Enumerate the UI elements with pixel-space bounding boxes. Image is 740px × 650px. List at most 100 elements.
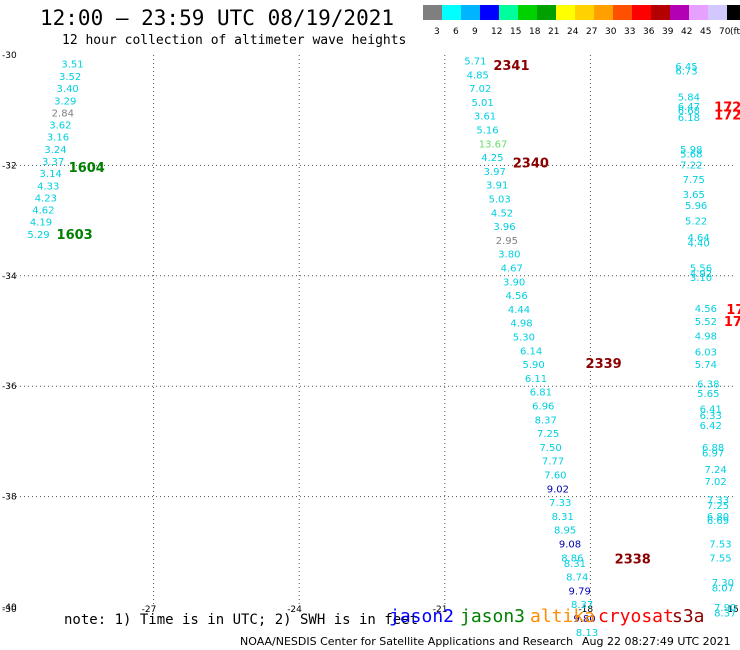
- swh-value-label: 7.22: [680, 160, 702, 171]
- swh-value-label: 8.37: [571, 600, 593, 611]
- lat-tick-label: -34: [2, 272, 17, 282]
- pass-time-label: 1722: [714, 109, 740, 124]
- colorbar-swatch: [708, 5, 727, 20]
- swh-value-label: 7.33: [549, 498, 571, 509]
- pass-time-label: 2339: [586, 357, 622, 372]
- swh-value-label: 5.71: [464, 57, 486, 68]
- swh-value-label: 5.96: [685, 201, 707, 212]
- pass-time-label: 1604: [69, 161, 105, 176]
- colorbar-swatch: [442, 5, 461, 20]
- swh-value-label: 3.24: [44, 145, 66, 156]
- swh-value-label: 4.56: [695, 304, 717, 315]
- colorbar-label: 39: [662, 27, 674, 37]
- swh-value-label: 6.38: [697, 379, 719, 390]
- swh-value-label: 3.40: [57, 84, 79, 95]
- swh-value-label: 5.16: [476, 126, 498, 137]
- swh-value-label: 4.44: [508, 305, 530, 316]
- swh-value-label: 6.69: [707, 516, 729, 527]
- swh-value-label: 7.02: [704, 477, 726, 488]
- pass-time-label: 1722: [714, 100, 740, 115]
- colorbar-swatch: [651, 5, 670, 20]
- swh-value-label: 6.03: [695, 347, 717, 358]
- swh-value-label: 3.80: [498, 250, 520, 261]
- lat-tick-label: -38: [2, 493, 17, 503]
- swh-value-label: 3.91: [486, 181, 508, 192]
- swh-value-label: 13.67: [479, 139, 508, 150]
- colorbar-label: 27: [586, 27, 598, 37]
- swh-value-label: 5.65: [697, 389, 719, 400]
- swh-value-label: 6.45: [675, 62, 697, 73]
- swh-value-label: 3.16: [47, 133, 69, 144]
- colorbar-label: 3: [434, 27, 440, 37]
- colorbar-label: (ft): [730, 27, 740, 37]
- lon-tick-label: -18: [578, 605, 593, 615]
- colorbar-swatch: [461, 5, 480, 20]
- swh-value-label: 4.40: [687, 239, 709, 250]
- colorbar-label: 24: [567, 27, 579, 37]
- colorbar-swatch: [670, 5, 689, 20]
- colorbar-label: 42: [681, 27, 693, 37]
- swh-value-label: 7.25: [537, 429, 559, 440]
- swh-value-label: 3.37: [42, 157, 64, 168]
- swh-value-label: 5.30: [513, 333, 535, 344]
- swh-value-label: 3.61: [474, 112, 496, 123]
- colorbar-swatch: [613, 5, 632, 20]
- swh-value-label: 7.90: [714, 603, 736, 614]
- swh-value-label: 5.01: [471, 98, 493, 109]
- swh-value-label: 6.88: [702, 443, 724, 454]
- swh-value-label: 5.90: [522, 360, 544, 371]
- swh-value-label: 7.33: [707, 495, 729, 506]
- pass-time-label: 2340: [513, 157, 549, 172]
- swh-value-label: 8.95: [554, 526, 576, 537]
- colorbar-swatch: [423, 5, 442, 20]
- swh-value-label: 4.19: [30, 218, 52, 229]
- swh-value-label: 3.29: [54, 96, 76, 107]
- page-title: 12:00 – 23:59 UTC 08/19/2021: [40, 6, 395, 30]
- colorbar-swatch: [575, 5, 594, 20]
- legend-s3a: s3a: [672, 606, 705, 627]
- swh-value-label: 6.81: [530, 388, 552, 399]
- pass-time-label: 2338: [615, 552, 651, 567]
- swh-value-label: 7.02: [469, 84, 491, 95]
- swh-value-label: 6.80: [707, 512, 729, 523]
- swh-value-label: 5.98: [680, 145, 702, 156]
- colorbar-label: 6: [453, 27, 459, 37]
- colorbar-label: 33: [624, 27, 636, 37]
- swh-value-label: 8.74: [566, 573, 588, 584]
- swh-value-label: 5.68: [680, 149, 702, 160]
- swh-value-label: 8.37: [535, 415, 557, 426]
- swh-value-label: 6.96: [532, 402, 554, 413]
- swh-value-label: 7.24: [704, 465, 726, 476]
- swh-value-label: 4.92: [690, 269, 712, 280]
- lon-tick-label: -15: [724, 605, 739, 615]
- swh-value-label: 6.14: [520, 346, 542, 357]
- legend-altika: altika: [530, 606, 596, 627]
- units-note: note: 1) Time is in UTC; 2) SWH is in fe…: [64, 612, 419, 628]
- colorbar-swatch: [632, 5, 651, 20]
- colorbar-label: 45: [700, 27, 712, 37]
- swh-value-label: 5.29: [27, 230, 49, 241]
- swh-value-label: 5.22: [685, 217, 707, 228]
- swh-value-label: 7.77: [542, 457, 564, 468]
- swh-value-label: 5.74: [695, 360, 717, 371]
- legend-cryosat: cryosat: [598, 606, 674, 627]
- lat-tick-label: -36: [2, 382, 17, 392]
- colorbar-label: 36: [643, 27, 655, 37]
- colorbar-swatch: [499, 5, 518, 20]
- colorbar-label: 70: [719, 27, 731, 37]
- colorbar-label: 21: [548, 27, 560, 37]
- swh-value-label: 2.95: [496, 236, 518, 247]
- swh-value-label: 3.96: [493, 222, 515, 233]
- swh-value-label: 8.13: [576, 628, 598, 639]
- legend-jason3: jason3: [460, 606, 526, 627]
- swh-value-label: 8.31: [552, 512, 574, 523]
- lon-tick-label: -24: [287, 605, 302, 615]
- swh-value-label: 4.25: [481, 153, 503, 164]
- swh-value-label: 7.60: [544, 471, 566, 482]
- swh-value-label: 4.62: [32, 206, 54, 217]
- swh-value-label: 5.03: [488, 195, 510, 206]
- lon-tick-label: -21: [433, 605, 448, 615]
- swh-value-label: 7.30: [712, 578, 734, 589]
- swh-value-label: 6.68: [678, 106, 700, 117]
